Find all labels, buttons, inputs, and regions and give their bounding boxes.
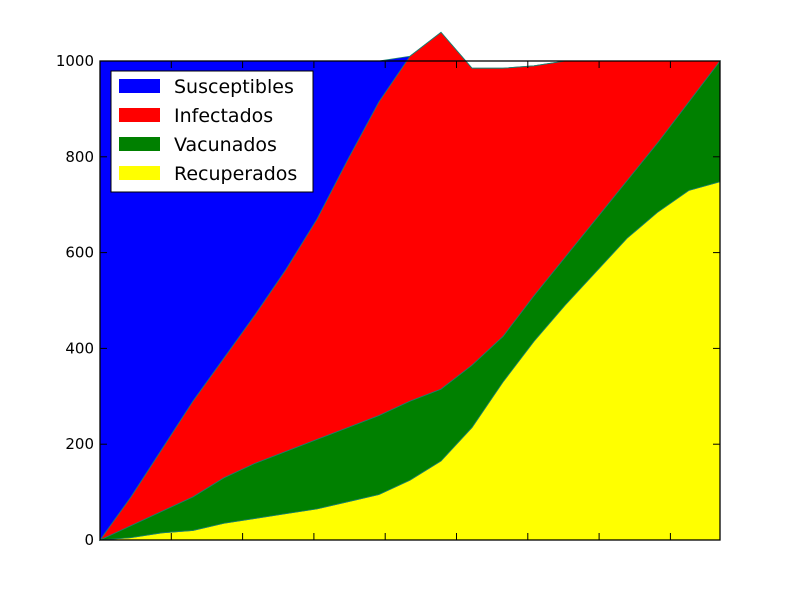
y-tick-label-200: 200 <box>65 435 94 453</box>
y-tick-label-1000: 1000 <box>56 52 94 70</box>
legend-label-vacunados: Vacunados <box>174 134 277 156</box>
legend-swatch-vacunados <box>119 137 160 151</box>
y-tick-labels: 0 200 400 600 800 1000 <box>56 52 94 549</box>
y-tick-label-800: 800 <box>65 148 94 166</box>
legend-label-recuperados: Recuperados <box>174 163 297 185</box>
y-tick-label-400: 400 <box>65 339 94 357</box>
legend-label-susceptibles: Susceptibles <box>174 76 294 98</box>
y-tick-label-0: 0 <box>84 531 94 549</box>
y-tick-label-600: 600 <box>65 244 94 262</box>
legend: Susceptibles Infectados Vacunados Recuperad… <box>110 70 314 193</box>
legend-swatch-susceptibles <box>119 79 160 93</box>
legend-swatch-infectados <box>119 108 160 122</box>
legend-label-infectados: Infectados <box>174 105 273 127</box>
legend-swatch-recuperados <box>119 166 160 180</box>
plot-frame <box>99 60 721 541</box>
